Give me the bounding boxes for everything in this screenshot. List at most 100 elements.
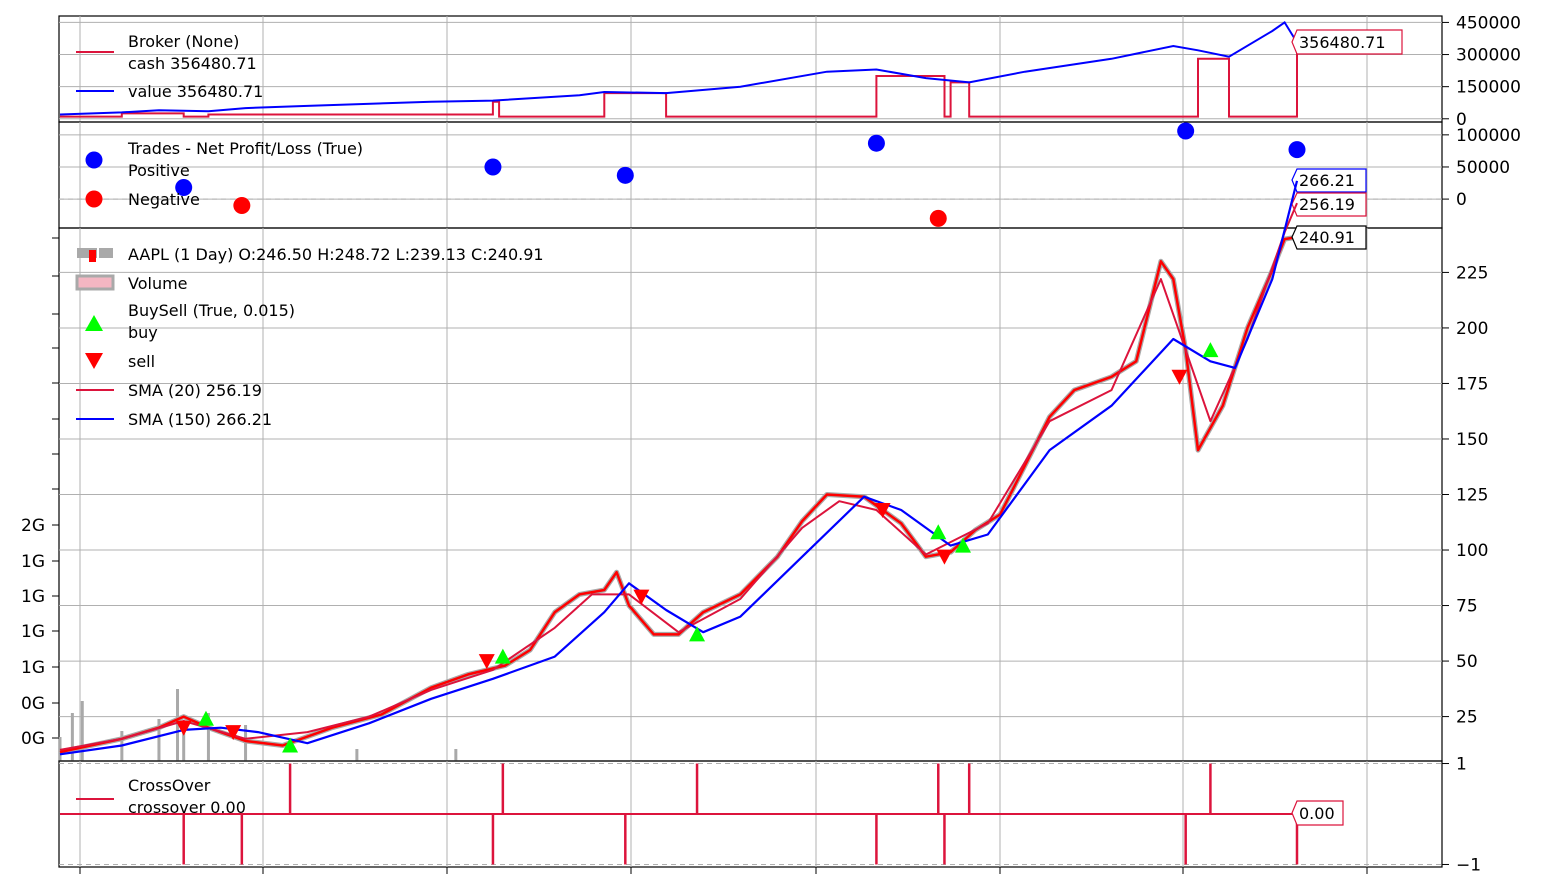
price-grid [59,228,1442,761]
broker-grid [59,16,1442,122]
sma20-line [59,202,1298,751]
crossover-legend: CrossOver crossover 0.00 [76,776,246,817]
trades-series [175,122,1306,227]
y-tick-label: 225 [1456,263,1488,283]
legend-marker-negative [85,190,103,208]
volume-tick-label: 0G [21,729,45,749]
volume-tick-label: 1G [21,658,45,678]
price-legend: AAPL (1 Day) O:246.50 H:248.72 L:239.13 … [75,245,544,429]
volume-bar [206,713,210,761]
sell-marker [225,725,242,741]
close-price-tag: 240.91 [1291,225,1367,250]
volume-bar [157,719,161,761]
volume-bar [176,689,180,761]
broker-legend-cash: cash 356480.71 [128,54,257,73]
trade-marker-negative [929,209,947,227]
sell-marker [175,720,192,736]
sma20-tag-box [1291,192,1367,217]
sma150-line [59,180,1299,756]
buy-marker [282,737,299,753]
crossover-value-tag-box [1291,800,1344,826]
trade-marker-negative [233,197,251,215]
broker-value-tag: 356480.71 [1291,29,1403,55]
y-tick-label: 100000 [1456,126,1521,146]
y-tick-label: 50 [1456,652,1478,672]
trades-grid [59,122,1442,228]
trades-legend: Trades - Net Profit/Loss (True) Positive… [85,139,363,209]
sell-marker [936,549,953,565]
sma150-tag-box [1291,168,1367,193]
crossover-y-ticks: 1 −1 [1442,755,1481,875]
volume-tick-label: 1G [21,622,45,642]
crossover-value-tag-text: 0.00 [1299,804,1335,823]
price-y-ticks: 225 200 175 150 125 100 75 50 25 [52,237,1488,728]
sell-marker [874,503,891,519]
sma20-tag: 256.19 [1291,192,1367,217]
volume-tick-label: 2G [21,516,45,536]
y-tick-label: 175 [1456,374,1488,394]
legend-marker-positive [85,151,103,169]
y-tick-label: 0 [1456,190,1467,210]
broker-legend: Broker (None) cash 356480.71 value 35648… [76,32,263,101]
panel-broker-frame [58,15,1443,123]
volume-y-ticks: 2G 1G 1G 1G 1G 0G 0G [21,516,59,749]
trade-marker-positive [1288,141,1306,159]
broker-line-value [59,20,1298,116]
x-axis-ticks [79,867,1368,874]
trades-legend-negative: Negative [128,190,200,209]
y-tick-label: 50000 [1456,158,1510,178]
crossover-legend-value: crossover 0.00 [128,798,246,817]
y-tick-label: 200 [1456,319,1488,339]
panel-broker: 450000 300000 150000 0 Broker (None) cash 3… [58,13,1521,130]
buysell-markers [175,342,1219,753]
trade-marker-positive [484,158,502,176]
price-legend-buysell: BuySell (True, 0.015) [128,301,295,320]
broker-legend-title: Broker (None) [128,32,239,51]
volume-tick-label: 1G [21,587,45,607]
sma150-tag: 266.21 [1291,168,1367,193]
close-price-tag-text: 240.91 [1299,228,1355,247]
broker-y-ticks: 450000 300000 150000 0 [1442,13,1521,130]
crossover-series [60,763,1299,865]
sma150-tag-text: 266.21 [1299,171,1355,190]
price-series [59,180,1299,756]
y-tick-label: −1 [1456,855,1481,875]
trade-marker-positive [867,134,885,152]
volume-tick-label: 1G [21,552,45,572]
buy-marker [930,524,947,540]
trade-marker-positive [175,179,193,197]
crossover-value-tag: 0.00 [1291,800,1344,826]
buy-marker [955,537,972,553]
volume-bars [58,689,458,761]
legend-marker-volume [75,274,115,291]
buy-marker [197,710,214,726]
trades-legend-positive: Positive [128,161,190,180]
y-tick-label: 125 [1456,486,1488,506]
sell-marker [1171,369,1188,385]
buy-marker [494,648,511,664]
panel-crossover: 1 −1 CrossOver crossover 0.00 0.00 [58,755,1481,875]
volume-bar [454,749,458,761]
volume-bar [182,731,186,761]
y-tick-label: 100 [1456,541,1488,561]
sell-marker [633,589,650,605]
broker-value-tag-box [1291,29,1403,55]
price-legend-sell: sell [128,352,155,371]
legend-marker-sell [85,353,103,369]
legend-marker-buy [85,315,103,331]
y-tick-label: 1 [1456,755,1467,775]
panel-trades-frame [58,121,1443,229]
y-tick-label: 25 [1456,708,1478,728]
trade-marker-positive [1177,122,1195,140]
broker-series [59,20,1298,118]
y-tick-label: 75 [1456,597,1478,617]
buy-marker [689,626,706,642]
panel-crossover-frame [58,760,1443,868]
trade-marker-positive [616,166,634,184]
price-legend-aapl: AAPL (1 Day) O:246.50 H:248.72 L:239.13 … [128,245,544,264]
trades-y-ticks: 100000 50000 0 [1442,126,1521,210]
volume-bar [80,701,84,761]
price-legend-sma150: SMA (150) 266.21 [128,410,272,429]
